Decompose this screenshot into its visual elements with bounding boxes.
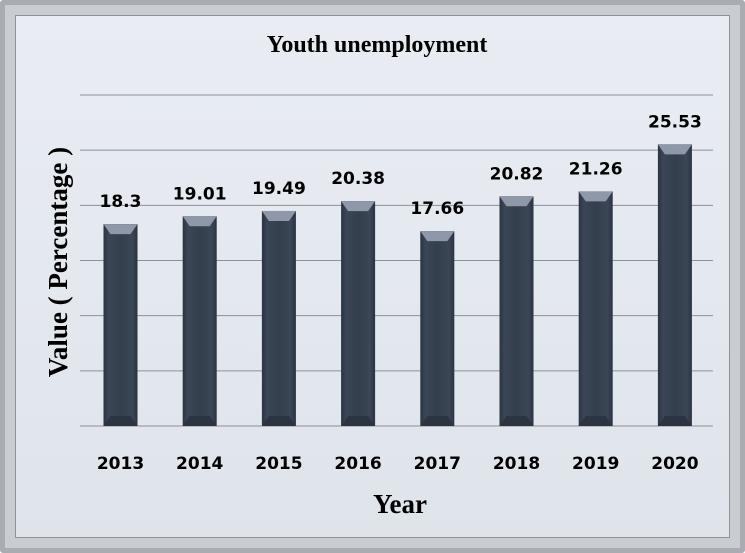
data-label: 17.66 bbox=[410, 199, 464, 219]
bar-bottom-bevel bbox=[341, 416, 376, 426]
bar-body bbox=[420, 231, 455, 426]
bar-2014 bbox=[182, 216, 217, 426]
bar-top-bevel bbox=[341, 201, 376, 212]
data-label: 19.49 bbox=[252, 179, 306, 199]
bar-2018 bbox=[499, 196, 534, 426]
bar-body bbox=[578, 191, 613, 426]
bar-bottom-bevel bbox=[420, 416, 455, 426]
bar-top-bevel bbox=[103, 224, 138, 235]
bar-2013 bbox=[103, 224, 138, 426]
bar-top-bevel bbox=[182, 216, 217, 227]
x-tick-labels: 2013 2014 2015 2016 2017 2018 2019 2020 bbox=[97, 454, 699, 474]
bar-body bbox=[499, 196, 534, 426]
x-tick-label: 2018 bbox=[493, 454, 540, 474]
bar-body bbox=[261, 210, 296, 426]
x-tick-label: 2016 bbox=[334, 454, 381, 474]
bar-body bbox=[182, 216, 217, 426]
bar-2017 bbox=[420, 231, 455, 426]
bar-top-bevel bbox=[578, 191, 613, 202]
chart-title: Youth unemployment bbox=[267, 32, 488, 58]
bar-top-bevel bbox=[420, 231, 455, 242]
y-axis-title: Value ( Percentage ) bbox=[43, 147, 73, 377]
data-label: 25.53 bbox=[648, 112, 702, 132]
bar-2015 bbox=[261, 210, 296, 426]
x-tick-label: 2017 bbox=[414, 454, 461, 474]
bar-body bbox=[657, 144, 692, 426]
bar-bottom-bevel bbox=[657, 416, 692, 426]
bar-top-bevel bbox=[657, 144, 692, 155]
data-labels: 18.3 19.01 19.49 20.38 17.66 20.82 21.26 25.53 bbox=[100, 112, 702, 219]
bar-bottom-bevel bbox=[578, 416, 613, 426]
data-label: 20.82 bbox=[490, 164, 544, 184]
x-tick-label: 2020 bbox=[651, 454, 698, 474]
bar-top-bevel bbox=[499, 196, 534, 207]
bar-2020 bbox=[657, 144, 692, 426]
bar-body bbox=[341, 201, 376, 426]
bar-2019 bbox=[578, 191, 613, 426]
data-label: 20.38 bbox=[331, 169, 385, 189]
data-label: 19.01 bbox=[173, 184, 227, 204]
x-axis-title: Year bbox=[373, 489, 427, 519]
gridlines bbox=[80, 94, 713, 427]
data-label: 18.3 bbox=[100, 192, 142, 212]
x-tick-label: 2015 bbox=[255, 454, 302, 474]
bar-bottom-bevel bbox=[182, 416, 217, 426]
x-tick-label: 2013 bbox=[97, 454, 144, 474]
bars bbox=[103, 144, 692, 426]
bar-bottom-bevel bbox=[499, 416, 534, 426]
bar-top-bevel bbox=[261, 210, 296, 221]
bar-body bbox=[103, 224, 138, 426]
data-label: 21.26 bbox=[569, 159, 623, 179]
x-tick-label: 2014 bbox=[176, 454, 223, 474]
x-tick-label: 2019 bbox=[572, 454, 619, 474]
bar-2016 bbox=[341, 201, 376, 426]
bar-bottom-bevel bbox=[103, 416, 138, 426]
bar-bottom-bevel bbox=[261, 416, 296, 426]
